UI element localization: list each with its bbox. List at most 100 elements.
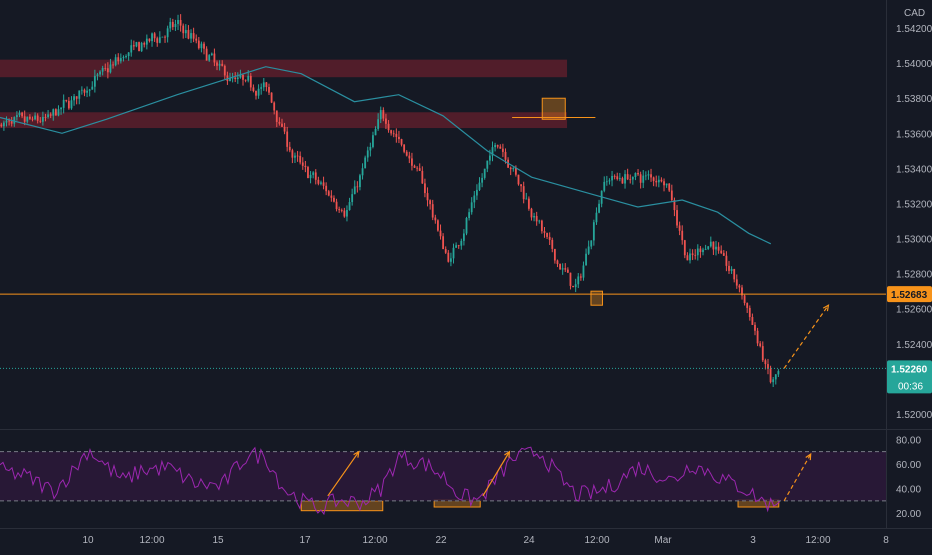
candle-body <box>366 150 369 158</box>
candle-body <box>504 151 507 160</box>
candle-body <box>330 195 333 198</box>
currency-label: CAD <box>904 8 925 19</box>
candle-body <box>317 179 320 184</box>
candle-body <box>392 133 395 135</box>
candle-body <box>543 231 546 233</box>
last-price-badge <box>887 360 932 394</box>
price-tick-label: 1.53800 <box>896 94 932 105</box>
candlestick-series <box>0 14 780 387</box>
resistance-zone-1 <box>0 59 568 78</box>
candle-body <box>611 175 613 181</box>
candle-body <box>153 33 156 39</box>
candle-body <box>551 239 554 249</box>
candle-body <box>10 121 13 124</box>
candle-body <box>712 241 715 250</box>
candle-body <box>114 57 117 66</box>
time-tick-label: 17 <box>299 535 311 546</box>
rsi-pane <box>0 446 886 516</box>
price-tick-label: 1.53200 <box>896 199 932 210</box>
candle-body <box>327 191 330 196</box>
candle-body <box>15 115 18 118</box>
candle-body <box>691 253 694 255</box>
candle-body <box>145 38 148 45</box>
candle-body <box>70 100 73 109</box>
candle-body <box>424 183 426 194</box>
candle-body <box>603 181 606 191</box>
time-tick-label: 3 <box>750 535 756 546</box>
candle-body <box>756 330 759 344</box>
candle-body <box>101 67 104 72</box>
candle-body <box>561 268 564 270</box>
candle-body <box>143 43 146 45</box>
candle-body <box>26 116 29 122</box>
candle-body <box>374 128 377 136</box>
candle-body <box>348 202 351 210</box>
candle-body <box>592 222 595 241</box>
candle-body <box>735 279 738 286</box>
candle-body <box>231 77 234 79</box>
candle-body <box>353 186 356 195</box>
candle-body <box>213 53 216 63</box>
candle-body <box>624 174 626 184</box>
candle-body <box>73 96 75 101</box>
candle-body <box>52 109 55 116</box>
candle-body <box>418 168 421 171</box>
candle-body <box>244 79 247 81</box>
rsi-tick-label: 40.00 <box>896 485 921 496</box>
candle-body <box>499 146 502 149</box>
candle-body <box>148 38 151 42</box>
candle-body <box>205 48 208 61</box>
candle-body <box>426 193 429 201</box>
candle-body <box>216 62 218 66</box>
candle-body <box>60 107 62 110</box>
candle-body <box>582 265 585 278</box>
candle-body <box>743 295 746 304</box>
candle-body <box>634 173 637 178</box>
candle-body <box>754 324 756 331</box>
candle-body <box>629 179 632 181</box>
candle-body <box>720 250 723 254</box>
candle-body <box>239 74 242 78</box>
rsi-line <box>0 446 781 516</box>
candle-body <box>179 19 182 26</box>
time-tick-label: 12:00 <box>362 535 387 546</box>
candle-body <box>725 255 728 266</box>
candle-body <box>182 25 185 34</box>
candle-body <box>99 71 101 75</box>
candle-body <box>208 55 211 61</box>
candle-body <box>650 174 652 178</box>
level-price-label: 1.52683 <box>891 290 928 301</box>
candle-body <box>195 38 198 41</box>
candle-body <box>657 179 660 183</box>
candle-body <box>36 115 39 121</box>
candle-body <box>676 210 678 226</box>
time-tick-label: 24 <box>523 535 535 546</box>
candle-body <box>288 146 291 151</box>
candle-body <box>161 36 164 38</box>
candle-body <box>465 217 468 234</box>
candle-body <box>169 21 172 29</box>
candle-body <box>491 147 494 156</box>
candle-body <box>738 285 741 288</box>
candle-body <box>320 182 322 184</box>
candle-body <box>54 109 57 116</box>
candle-body <box>65 99 68 101</box>
candle-body <box>769 368 772 383</box>
candle-body <box>247 75 250 81</box>
time-tick-label: 8 <box>883 535 889 546</box>
candle-body <box>621 178 624 184</box>
candle-body <box>127 52 130 57</box>
candle-body <box>312 172 315 175</box>
candle-body <box>400 139 403 145</box>
candle-body <box>385 118 387 124</box>
candle-body <box>158 37 161 43</box>
candle-body <box>774 374 777 380</box>
candle-body <box>509 167 512 170</box>
candle-body <box>678 225 681 231</box>
candle-body <box>62 99 65 108</box>
candle-body <box>525 198 528 200</box>
candle-body <box>540 220 543 232</box>
candle-body <box>613 175 616 177</box>
